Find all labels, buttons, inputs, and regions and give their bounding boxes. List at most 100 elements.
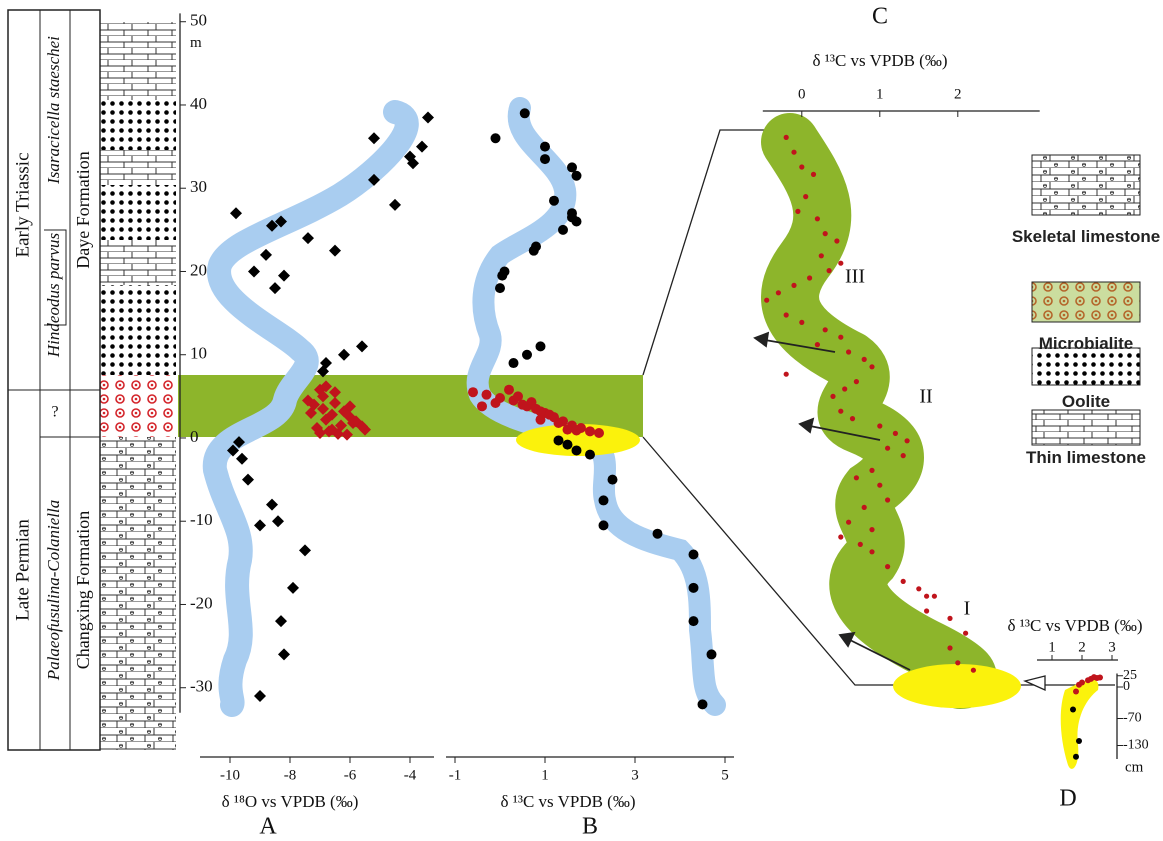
point — [536, 415, 546, 425]
point — [599, 520, 609, 530]
point — [827, 268, 832, 273]
point — [272, 515, 284, 527]
point — [302, 232, 314, 244]
point — [689, 583, 699, 593]
panel-title: D — [1059, 786, 1076, 812]
point — [807, 275, 812, 280]
figure: Early Triassic Late Permian Isaracicella… — [0, 0, 1163, 841]
point — [236, 453, 248, 465]
x-tick-label: -8 — [284, 767, 297, 783]
point — [482, 390, 492, 400]
point — [242, 474, 254, 486]
point — [838, 409, 843, 414]
point — [1073, 754, 1079, 760]
point — [269, 282, 281, 294]
point — [1091, 674, 1097, 680]
x-tick-label: -4 — [404, 767, 417, 783]
annotation: II — [919, 386, 932, 408]
point — [784, 312, 789, 317]
x-tick-label: 3 — [1108, 639, 1116, 655]
point — [846, 520, 851, 525]
point — [356, 340, 368, 352]
point — [932, 594, 937, 599]
point — [522, 350, 532, 360]
y-tick-label: -30 — [190, 677, 213, 696]
y-axis-label: cm — [1125, 759, 1144, 775]
point — [299, 544, 311, 556]
y-tick-label: 10 — [190, 344, 207, 363]
point — [275, 615, 287, 627]
y-tick-label: 20 — [190, 260, 207, 279]
y-tick-label: -20 — [190, 593, 213, 612]
point — [885, 446, 890, 451]
x-tick-label: 5 — [721, 767, 729, 783]
point — [563, 440, 573, 450]
x-tick-label: 3 — [631, 767, 639, 783]
period-label: Late Permian — [12, 519, 33, 621]
point — [594, 428, 604, 438]
point — [838, 534, 843, 539]
point — [877, 423, 882, 428]
y-tick-label: 50 — [190, 11, 207, 30]
point — [830, 394, 835, 399]
point — [963, 631, 968, 636]
point — [838, 335, 843, 340]
point — [955, 660, 960, 665]
point — [254, 690, 266, 702]
point — [854, 379, 859, 384]
point — [819, 253, 824, 258]
point — [846, 349, 851, 354]
formation-label: Changxing Formation — [73, 511, 93, 670]
point — [877, 483, 882, 488]
point — [1076, 738, 1082, 744]
point — [901, 453, 906, 458]
x-tick-label: 2 — [1078, 639, 1086, 655]
point — [1085, 677, 1091, 683]
point — [947, 616, 952, 621]
point — [254, 519, 266, 531]
x-axis-label: δ ¹⁸O vs VPDB (‰) — [222, 792, 359, 811]
panel-title: A — [259, 814, 277, 840]
x-tick-label: 1 — [541, 767, 549, 783]
point — [491, 398, 501, 408]
strat-column: Early Triassic Late Permian Isaracicella… — [8, 10, 176, 750]
point — [707, 649, 717, 659]
point — [278, 270, 290, 282]
point — [893, 431, 898, 436]
point — [823, 327, 828, 332]
point — [795, 209, 800, 214]
highlight-shape — [1061, 680, 1099, 769]
point — [653, 529, 663, 539]
point — [329, 245, 341, 257]
point — [513, 391, 523, 401]
point — [260, 249, 272, 261]
point — [799, 320, 804, 325]
point — [869, 364, 874, 369]
point — [791, 283, 796, 288]
point — [554, 435, 564, 445]
x-tick-label: -1 — [449, 767, 462, 783]
x-axis-label: δ ¹³C vs VPDB (‰) — [812, 51, 947, 70]
point — [901, 579, 906, 584]
x-axis-label: δ ¹³C vs VPDB (‰) — [1007, 616, 1142, 635]
point — [230, 207, 242, 219]
point — [504, 385, 514, 395]
point — [834, 238, 839, 243]
panel-title: B — [582, 814, 598, 840]
zone-label: Hindeodus parvus — [44, 233, 63, 359]
point — [545, 410, 555, 420]
point — [608, 475, 618, 485]
zone-label: Palaeofusulina-Colaniella — [44, 500, 63, 681]
point — [536, 341, 546, 351]
point — [854, 475, 859, 480]
point — [389, 199, 401, 211]
point — [368, 132, 380, 144]
point — [823, 231, 828, 236]
point — [520, 108, 530, 118]
panel-title: C — [872, 4, 888, 30]
point — [803, 194, 808, 199]
point — [585, 450, 595, 460]
point — [572, 171, 582, 181]
point — [509, 358, 519, 368]
x-axis-label: δ ¹³C vs VPDB (‰) — [500, 792, 635, 811]
